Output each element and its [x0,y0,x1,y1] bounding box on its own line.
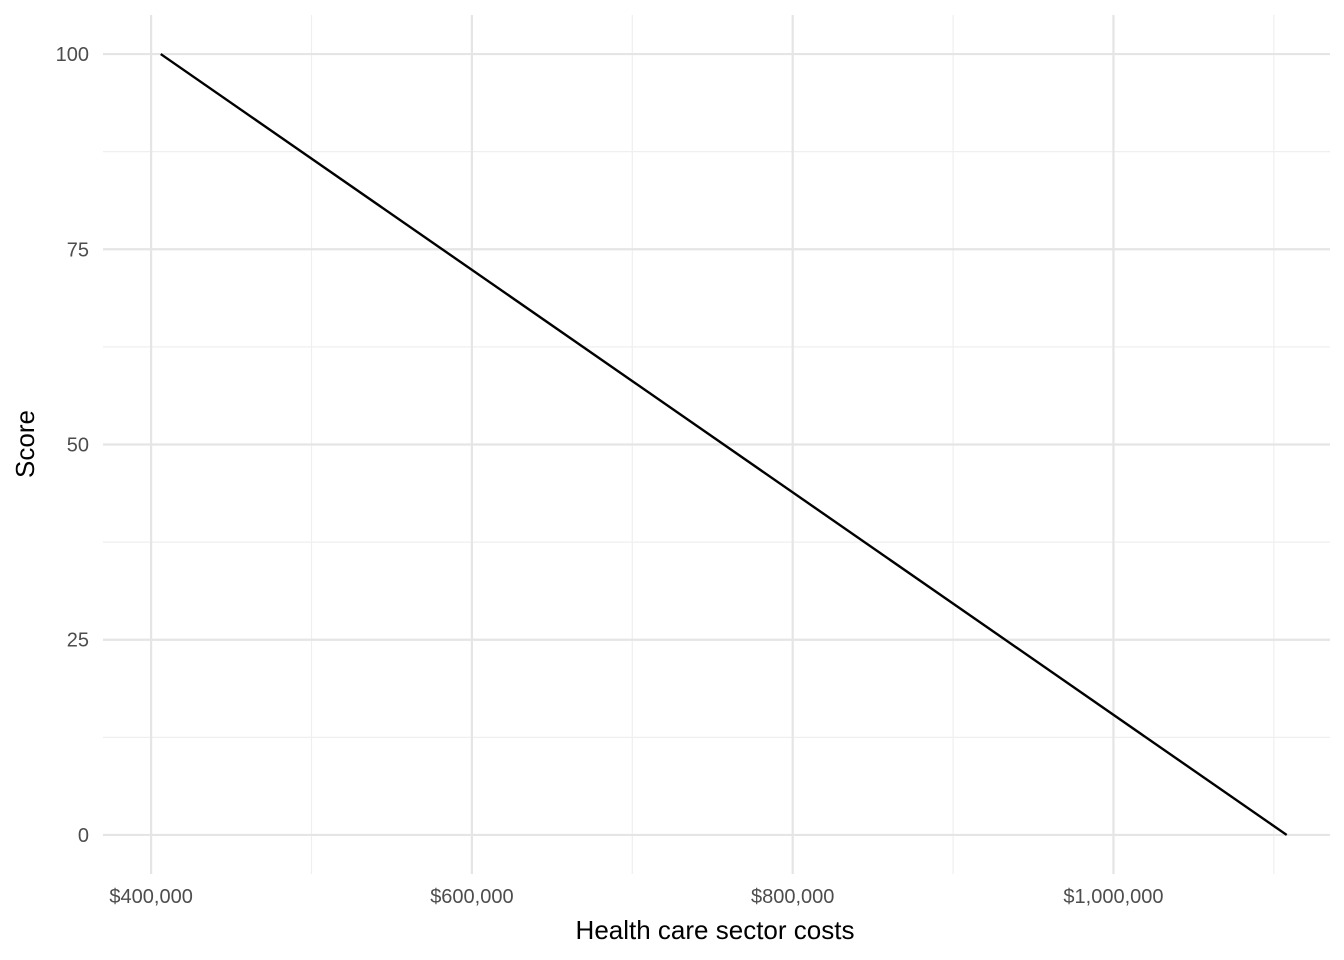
series-layer [160,53,1288,836]
y-tick-label: 100 [56,44,89,66]
y-tick-label: 75 [67,239,89,261]
x-tick-label: $1,000,000 [1063,886,1163,908]
x-axis-ticks: $400,000 $600,000 $800,000 $1,000,000 [109,886,1163,908]
x-axis-title: Health care sector costs [576,915,855,945]
y-tick-label: 25 [67,630,89,652]
x-tick-label: $600,000 [430,886,513,908]
major-gridlines [103,15,1330,874]
minor-gridlines [103,15,1330,874]
x-tick-label: $800,000 [751,886,834,908]
y-tick-label: 50 [67,435,89,457]
y-axis-title: Score [10,410,40,478]
series-line [160,53,1288,836]
x-tick-label: $400,000 [109,886,192,908]
y-axis-ticks: 0 25 50 75 100 [56,44,89,847]
y-tick-label: 0 [78,825,89,847]
